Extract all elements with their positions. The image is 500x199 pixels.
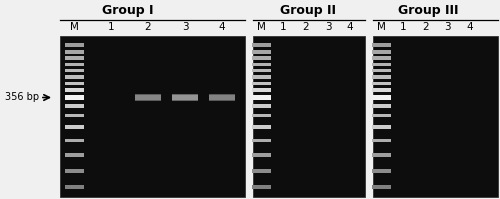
Bar xyxy=(372,185,391,189)
Bar xyxy=(172,94,198,100)
Bar xyxy=(372,169,391,173)
Bar xyxy=(372,63,391,66)
Text: 3: 3 xyxy=(444,22,451,32)
Text: M: M xyxy=(70,22,78,32)
Bar xyxy=(209,95,235,101)
Bar xyxy=(372,56,391,60)
Text: 1: 1 xyxy=(108,22,114,32)
Text: 2: 2 xyxy=(422,22,429,32)
Bar xyxy=(252,50,271,54)
Bar xyxy=(64,50,84,54)
Text: 3: 3 xyxy=(182,22,188,32)
Bar xyxy=(252,169,271,173)
Bar xyxy=(64,104,84,108)
Bar xyxy=(172,95,198,100)
Bar xyxy=(252,153,271,157)
Bar xyxy=(64,75,84,79)
Bar xyxy=(372,82,391,85)
Text: 4: 4 xyxy=(346,22,354,32)
Bar xyxy=(135,95,161,101)
Text: 2: 2 xyxy=(144,22,152,32)
Text: 4: 4 xyxy=(218,22,226,32)
Bar xyxy=(372,75,391,79)
Bar xyxy=(64,56,84,60)
Bar xyxy=(64,185,84,189)
Bar xyxy=(252,82,271,85)
Bar xyxy=(252,104,271,108)
Bar xyxy=(252,43,271,47)
Text: 356 bp: 356 bp xyxy=(5,92,39,102)
Text: 1: 1 xyxy=(280,22,287,32)
Text: M: M xyxy=(257,22,266,32)
Bar xyxy=(372,125,391,129)
Text: 1: 1 xyxy=(400,22,407,32)
Bar xyxy=(372,36,498,197)
Bar xyxy=(209,95,235,100)
Bar xyxy=(64,88,84,92)
Bar xyxy=(252,75,271,79)
Bar xyxy=(372,104,391,108)
Bar xyxy=(252,125,271,129)
Bar xyxy=(372,153,391,157)
Text: 3: 3 xyxy=(324,22,332,32)
Bar xyxy=(172,95,198,101)
Bar xyxy=(252,88,271,92)
Bar xyxy=(209,94,235,100)
Text: Group III: Group III xyxy=(398,4,458,17)
Text: Group II: Group II xyxy=(280,4,336,17)
Bar xyxy=(135,95,161,100)
Text: Group I: Group I xyxy=(102,4,153,17)
Bar xyxy=(64,139,84,142)
Bar xyxy=(64,153,84,157)
Bar xyxy=(252,36,365,197)
Bar xyxy=(64,114,84,117)
Bar xyxy=(135,94,161,100)
Text: 2: 2 xyxy=(302,22,309,32)
Bar xyxy=(372,95,391,100)
Bar xyxy=(64,95,84,100)
Bar xyxy=(252,56,271,60)
Bar xyxy=(372,114,391,117)
Bar xyxy=(252,114,271,117)
Text: M: M xyxy=(377,22,386,32)
Bar xyxy=(252,69,271,72)
Bar xyxy=(252,95,271,100)
Bar xyxy=(64,43,84,47)
Bar xyxy=(372,88,391,92)
Bar xyxy=(64,125,84,129)
Bar xyxy=(60,36,245,197)
Bar xyxy=(64,82,84,85)
Bar xyxy=(372,139,391,142)
Bar xyxy=(372,43,391,47)
Bar xyxy=(64,69,84,72)
Bar xyxy=(372,69,391,72)
Bar xyxy=(252,185,271,189)
Bar xyxy=(252,139,271,142)
Bar xyxy=(372,50,391,54)
Bar xyxy=(64,169,84,173)
Bar xyxy=(64,63,84,66)
Text: 4: 4 xyxy=(466,22,473,32)
Bar xyxy=(252,63,271,66)
